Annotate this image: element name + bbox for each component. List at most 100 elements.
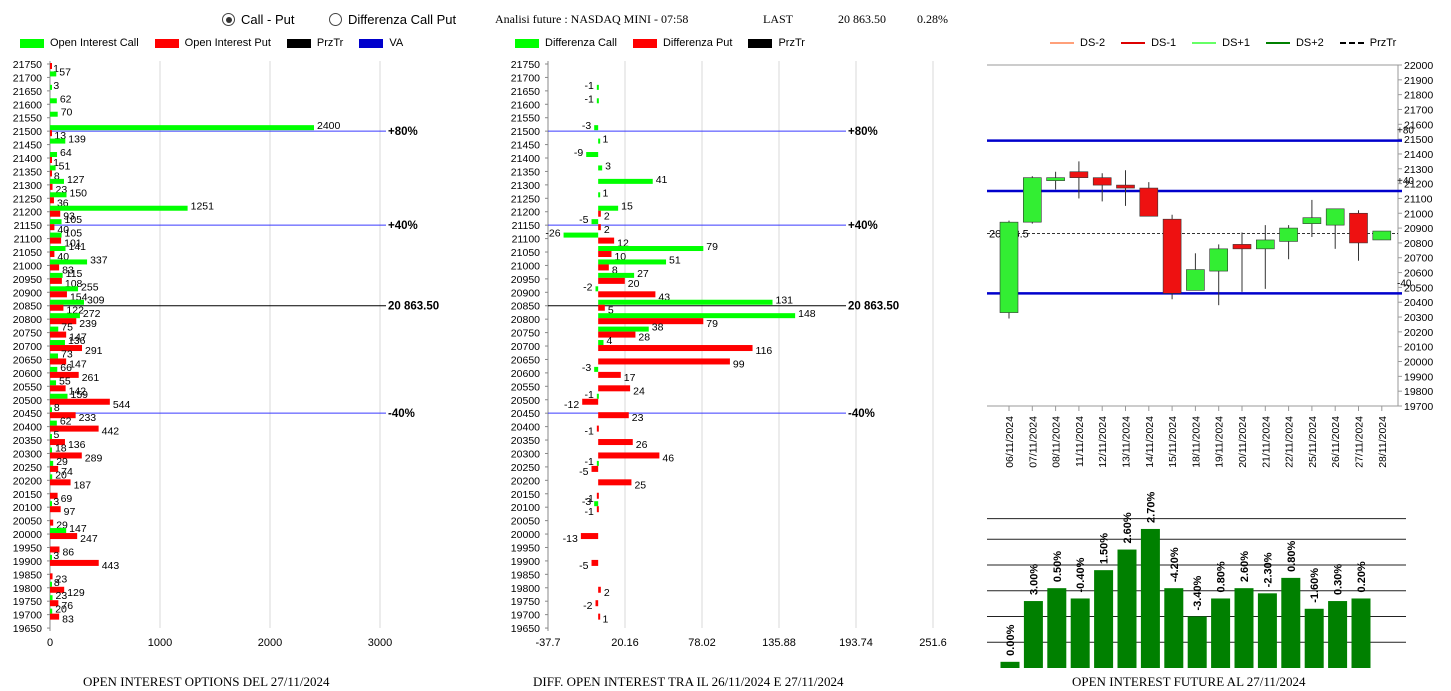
put-bar <box>598 224 601 231</box>
strike-label: 20650 <box>511 354 540 366</box>
call-value-label: -1 <box>584 456 593 468</box>
strike-label: 20300 <box>13 448 42 460</box>
legend-swatch <box>748 38 773 48</box>
oi-bar <box>1070 598 1090 668</box>
legend-left-item-2: PrzTr <box>286 37 343 49</box>
strike-label: 21050 <box>13 247 42 259</box>
put-value-label: 43 <box>658 291 670 303</box>
put-bar <box>50 586 65 593</box>
call-value-label: 141 <box>69 241 87 253</box>
strike-label: 20050 <box>13 516 42 528</box>
strike-label: 20450 <box>511 408 540 420</box>
call-bar <box>50 326 59 332</box>
call-bar <box>598 326 649 332</box>
strike-label: 21350 <box>13 166 42 178</box>
strike-label: 20750 <box>511 328 540 340</box>
call-bar <box>598 138 601 144</box>
put-bar <box>50 546 60 553</box>
put-value-label: 291 <box>85 345 103 357</box>
candle-body <box>1372 230 1392 241</box>
call-bar <box>50 474 53 480</box>
y-tick-label: 21100 <box>1404 193 1433 205</box>
strike-label: 21500 <box>511 126 540 138</box>
strike-label: 20550 <box>13 381 42 393</box>
y-tick-label: 19800 <box>1404 386 1433 398</box>
y-tick-label: 20600 <box>1404 268 1433 280</box>
call-value-label: 3 <box>53 496 59 508</box>
x-tick-label: 0 <box>47 637 53 649</box>
date-label: 28/11/2024 <box>1377 416 1389 468</box>
strike-label: 20100 <box>511 502 540 514</box>
call-bar <box>50 272 63 278</box>
put-bar <box>50 130 52 137</box>
call-value-label: 18 <box>55 442 67 454</box>
oi-bar-label: -4.20% <box>1169 547 1181 582</box>
call-bar <box>598 299 773 305</box>
call-value-label: 4 <box>606 335 612 347</box>
strike-label: 21050 <box>511 247 540 259</box>
put-bar <box>591 465 599 472</box>
strike-label: 19900 <box>13 556 42 568</box>
oi-bar <box>1117 549 1137 668</box>
strike-label: 21000 <box>13 260 42 272</box>
candle-body <box>1279 227 1298 242</box>
strike-label: 19800 <box>13 583 42 595</box>
candle-body <box>1139 187 1159 217</box>
call-value-label: 64 <box>60 147 72 159</box>
call-bar <box>586 152 599 158</box>
call-value-label: 147 <box>69 523 87 535</box>
strike-label: 20350 <box>511 435 540 447</box>
candle-body <box>1046 177 1065 181</box>
legend-label: DS-1 <box>1151 37 1177 49</box>
strike-label: 20700 <box>511 341 540 353</box>
call-value-label: 150 <box>70 187 88 199</box>
put-value-label: 12 <box>617 238 629 250</box>
strike-label: 20950 <box>511 274 540 286</box>
strike-label: 19950 <box>13 542 42 554</box>
candle-body <box>1256 239 1275 250</box>
put-bar <box>598 345 753 352</box>
caption-middle: DIFF. OPEN INTEREST TRA IL 26/11/2024 E … <box>533 674 844 689</box>
call-value-label: 20 <box>55 604 67 616</box>
radio-call-put[interactable]: Call - Put <box>222 12 294 27</box>
strike-label: 21750 <box>511 59 540 71</box>
call-bar <box>598 259 667 265</box>
put-value-label: 116 <box>756 345 773 357</box>
put-bar <box>598 479 632 486</box>
date-label: 14/11/2024 <box>1144 416 1156 468</box>
call-bar <box>598 340 604 346</box>
call-value-label: 2400 <box>317 120 341 132</box>
call-value-label: 1251 <box>191 201 215 213</box>
oi-bar-label: -2.30% <box>1262 552 1274 587</box>
put-bar <box>50 183 53 190</box>
call-bar <box>50 98 57 104</box>
call-value-label: 105 <box>65 228 83 240</box>
call-bar <box>50 178 64 184</box>
put-bar <box>598 277 625 284</box>
put-bar <box>50 573 53 580</box>
call-bar <box>50 84 52 90</box>
candle-body <box>1116 184 1135 189</box>
put-value-label: 2 <box>604 224 610 236</box>
call-bar <box>50 71 57 77</box>
put-bar <box>50 345 83 352</box>
call-bar <box>50 205 188 211</box>
strike-label: 20400 <box>511 422 540 434</box>
call-bar <box>596 98 599 104</box>
radio-icon <box>222 13 235 26</box>
reference-label: -40% <box>388 408 415 420</box>
call-value-label: 255 <box>81 281 99 293</box>
legend-swatch <box>359 38 384 48</box>
date-label: 12/11/2024 <box>1097 416 1109 468</box>
put-value-label: 40 <box>57 224 69 236</box>
put-value-label: 23 <box>56 184 68 196</box>
strike-label: 20500 <box>13 395 42 407</box>
put-value-label: -2 <box>583 600 592 612</box>
put-bar <box>50 492 58 499</box>
strike-label: 20350 <box>13 435 42 447</box>
put-value-label: 17 <box>624 372 636 384</box>
legend-swatch <box>154 38 179 48</box>
put-bar <box>50 613 60 620</box>
radio-diff-call-put[interactable]: Differenza Call Put <box>329 12 456 27</box>
put-bar <box>598 412 629 419</box>
